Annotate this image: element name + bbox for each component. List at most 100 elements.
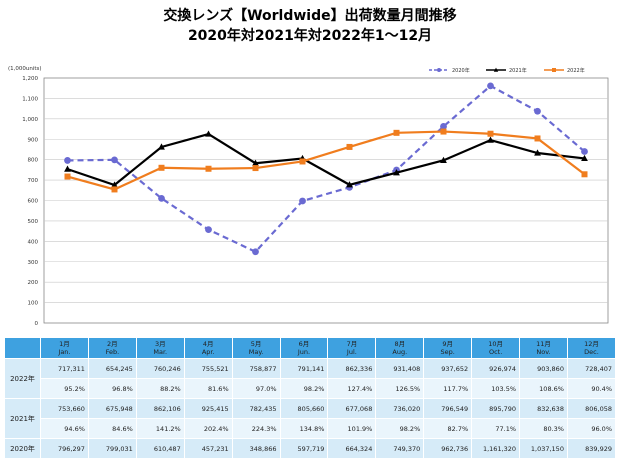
series-line-2022年	[67, 130, 586, 191]
ratio-cell: 90.4%	[566, 378, 617, 399]
data-point	[534, 149, 541, 156]
data-point	[252, 248, 259, 256]
data-point	[252, 165, 259, 172]
data-point	[487, 130, 494, 137]
data-point	[346, 181, 353, 188]
month-jp: 2月	[107, 340, 118, 348]
value-cell: 728,407	[566, 358, 617, 379]
row-label: 2021年	[4, 398, 41, 439]
data-point	[111, 181, 118, 188]
month-header: 9月 Sep.	[423, 337, 473, 359]
ratio-cell: 96.8%	[87, 378, 137, 399]
chart-title-line-2: 2020年対2021年対2022年1～12月	[187, 28, 433, 44]
data-point	[158, 164, 165, 171]
ratio-cell: 84.6%	[87, 418, 137, 439]
data-point	[158, 143, 165, 150]
data-point	[440, 156, 447, 163]
y-tick-label: 700	[28, 178, 39, 184]
month-en: Sep.	[440, 348, 455, 356]
series-line-2021年	[67, 132, 585, 187]
value-cell: 597,719	[279, 438, 329, 459]
value-cell: 749,370	[375, 438, 425, 459]
month-jp: 11月	[536, 340, 551, 348]
value-cell: 675,948	[87, 398, 137, 419]
ratio-cell: 98.2%	[279, 378, 329, 399]
y-tick-label: 1,200	[22, 76, 38, 82]
data-point	[534, 107, 541, 115]
y-tick-label: 600	[28, 199, 39, 205]
y-tick-label: 100	[28, 301, 39, 307]
data-point	[393, 129, 400, 136]
month-header: 7月 Jul.	[327, 337, 377, 359]
y-tick-label: 1,000	[22, 117, 38, 123]
value-cell: 805,660	[279, 398, 329, 419]
value-cell: 760,246	[135, 358, 185, 379]
legend-marker	[552, 68, 556, 72]
table-row: 2022年 717,311 654,245 760,246 755,521 758,877…	[4, 358, 617, 399]
ratio-cell: 103.5%	[471, 378, 521, 399]
row-label: 2020年	[4, 438, 41, 459]
month-jp: 7月	[346, 340, 358, 348]
value-cell: 796,549	[423, 398, 473, 419]
ratio-cell: 141.2%	[135, 418, 185, 439]
month-header: 4月 Apr.	[183, 337, 233, 359]
ratio-cell: 101.9%	[327, 418, 377, 439]
data-point	[487, 82, 494, 90]
month-en: Jan.	[58, 348, 71, 356]
value-cell: 1,161,320	[471, 438, 521, 459]
table-row: 2020年 796,297 799,031 610,487 457,231 348,866…	[4, 438, 617, 459]
value-cell: 348,866	[231, 438, 281, 459]
ratio-cell: 82.7%	[423, 418, 473, 439]
value-cell: 862,106	[135, 398, 185, 419]
month-header: 2月 Feb.	[87, 337, 137, 359]
month-en: May.	[248, 348, 264, 356]
value-cell: 926,974	[471, 358, 521, 379]
month-en: Oct.	[488, 348, 503, 356]
data-table: 1月 Jan. 2月 Feb. 3月 Mar. 4月 Apr. 5月 May. 6月 Jun. 7月 Ju…	[4, 337, 617, 459]
legend-marker	[493, 67, 499, 72]
value-cell: 862,336	[327, 358, 377, 379]
value-cell: 895,790	[471, 398, 521, 419]
y-tick-label: 1,100	[22, 96, 38, 102]
month-jp: 8月	[394, 340, 406, 348]
legend-label: 2020年	[452, 67, 470, 74]
y-axis-unit-label: (1,000units)	[8, 66, 42, 72]
ratio-cell: 134.8%	[279, 418, 329, 439]
ratio-cell: 108.6%	[519, 378, 568, 399]
ratio-cell: 94.6%	[40, 418, 89, 439]
data-point	[581, 148, 588, 155]
ratio-cell: 127.4%	[327, 378, 377, 399]
month-header: 3月 Mar.	[135, 337, 185, 359]
legend-label: 2021年	[509, 67, 527, 74]
value-cell: 717,311	[40, 358, 89, 379]
y-tick-label: 200	[28, 280, 39, 286]
ratio-cell: 117.7%	[423, 378, 473, 399]
value-cell: 791,141	[279, 358, 329, 379]
month-en: Mar.	[153, 348, 168, 356]
data-point	[299, 158, 306, 165]
value-cell: 664,324	[327, 438, 377, 459]
ratio-cell: 97.0%	[231, 378, 281, 399]
value-cell: 755,521	[183, 358, 233, 379]
value-cell: 962,736	[423, 438, 473, 459]
line-chart: 0 100 200 300 400 500 600 700 800 900 1,000 1,100 1,…	[8, 66, 609, 327]
month-header: 10月 Oct.	[471, 337, 521, 359]
ratio-row: 94.6% 84.6% 141.2% 202.4% 224.3% 134.8% 101.9%…	[5, 418, 617, 439]
data-point	[205, 226, 212, 234]
value-cell: 457,231	[183, 438, 233, 459]
value-cell: 677,068	[327, 398, 377, 419]
ratio-cell: 224.3%	[231, 418, 281, 439]
data-point	[205, 130, 212, 137]
data-point	[346, 143, 353, 150]
month-en: Aug.	[392, 348, 408, 356]
value-cell: 806,058	[566, 398, 617, 419]
data-point	[158, 194, 165, 202]
data-point	[487, 136, 494, 143]
value-cell: 931,408	[375, 358, 425, 379]
month-jp: 1月	[59, 340, 70, 348]
ratio-cell: 81.6%	[183, 378, 233, 399]
data-point	[440, 128, 447, 135]
y-tick-label: 800	[28, 158, 39, 164]
chart-title-line-1: 交換レンズ【Worldwide】出荷数量月間推移	[163, 8, 457, 24]
legend-marker	[437, 68, 441, 72]
